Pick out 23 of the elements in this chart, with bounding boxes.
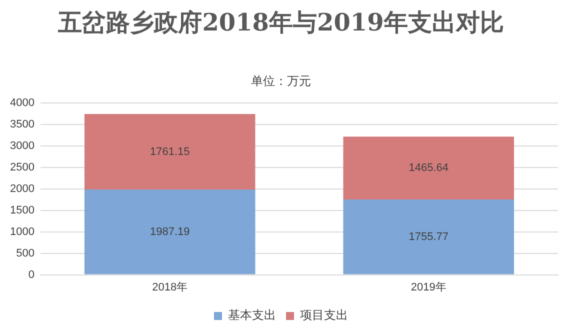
y-tick-label: 1000 <box>10 226 34 238</box>
y-tick-label: 500 <box>16 247 34 260</box>
bar <box>84 190 256 274</box>
data-label: 1755.77 <box>408 230 448 243</box>
y-tick-label: 2000 <box>10 183 34 196</box>
legend-label: 项目支出 <box>300 308 348 322</box>
y-tick-label: 2500 <box>10 162 34 174</box>
data-label: 1987.19 <box>150 226 190 238</box>
data-label: 1761.15 <box>150 146 190 158</box>
y-tick-label: 1500 <box>10 204 34 216</box>
bar <box>343 136 514 200</box>
y-tick-label: 0 <box>28 268 34 281</box>
bar <box>84 114 256 190</box>
y-tick-label: 3000 <box>10 140 34 152</box>
x-tick-label: 2018年 <box>152 281 188 294</box>
y-tick-label: 4000 <box>10 97 34 110</box>
chart-title: 五岔路乡政府2018年与2019年支出对比 <box>57 8 504 37</box>
y-tick-label: 3500 <box>10 118 34 131</box>
chart-subtitle: 单位：万元 <box>251 74 311 88</box>
bar <box>343 199 514 274</box>
legend-label: 基本支出 <box>228 308 276 322</box>
x-tick-label: 2019年 <box>410 281 446 294</box>
data-label: 1465.64 <box>408 162 448 174</box>
